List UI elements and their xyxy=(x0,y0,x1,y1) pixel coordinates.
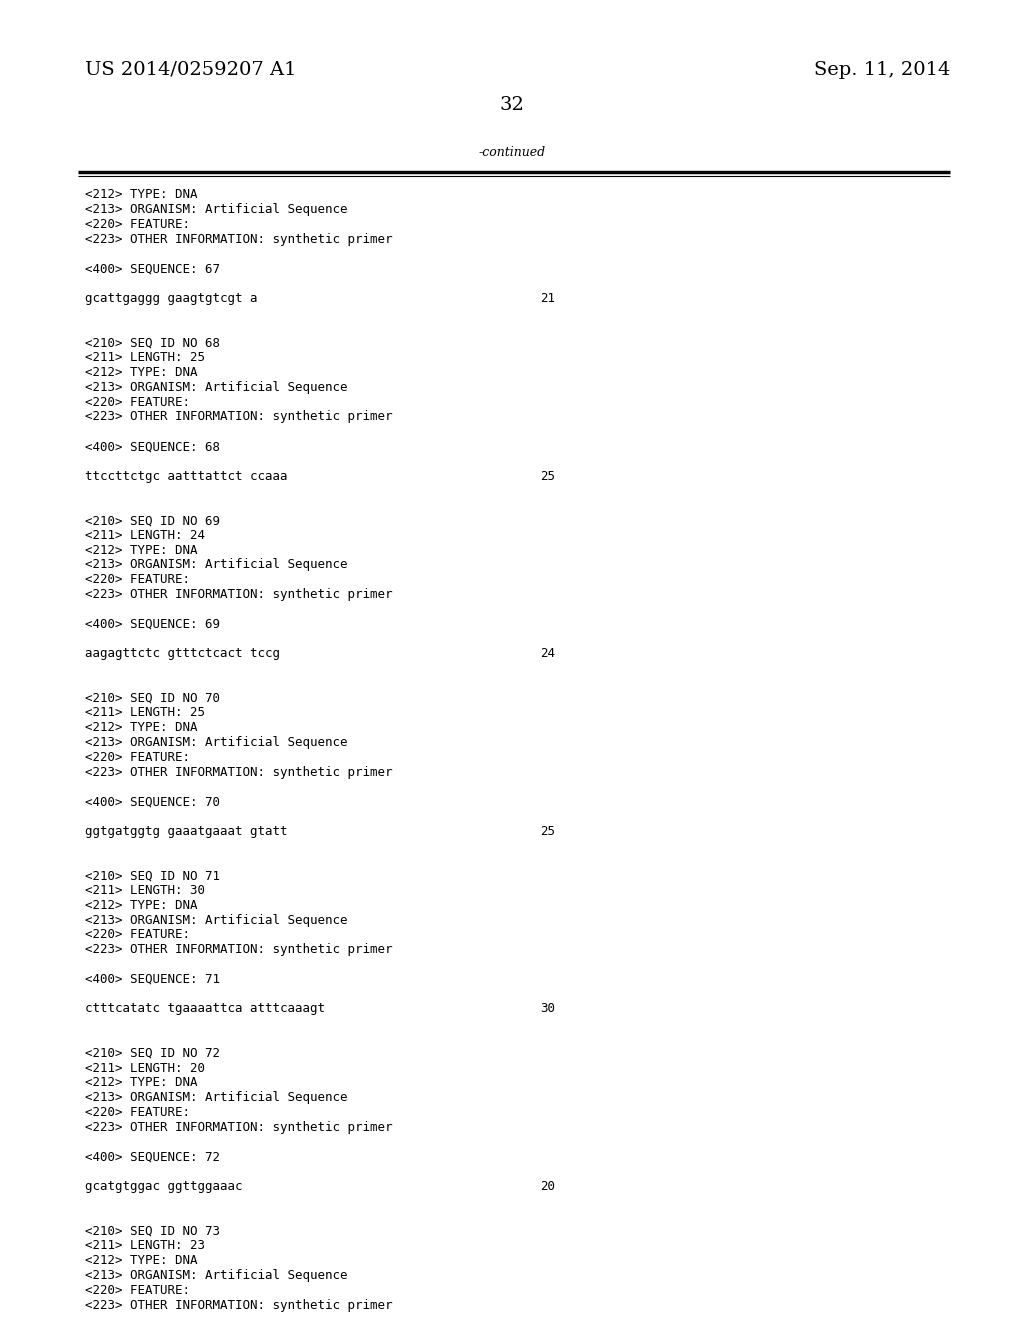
Text: <400> SEQUENCE: 70: <400> SEQUENCE: 70 xyxy=(85,795,220,808)
Text: ctttcatatc tgaaaattca atttcaaagt: ctttcatatc tgaaaattca atttcaaagt xyxy=(85,1002,325,1015)
Text: <223> OTHER INFORMATION: synthetic primer: <223> OTHER INFORMATION: synthetic prime… xyxy=(85,589,392,601)
Text: 32: 32 xyxy=(500,96,524,114)
Text: <213> ORGANISM: Artificial Sequence: <213> ORGANISM: Artificial Sequence xyxy=(85,1092,347,1105)
Text: <212> TYPE: DNA: <212> TYPE: DNA xyxy=(85,544,198,557)
Text: 25: 25 xyxy=(540,470,555,483)
Text: <400> SEQUENCE: 71: <400> SEQUENCE: 71 xyxy=(85,973,220,986)
Text: <210> SEQ ID NO 70: <210> SEQ ID NO 70 xyxy=(85,692,220,705)
Text: <210> SEQ ID NO 72: <210> SEQ ID NO 72 xyxy=(85,1047,220,1060)
Text: <220> FEATURE:: <220> FEATURE: xyxy=(85,1283,190,1296)
Text: Sep. 11, 2014: Sep. 11, 2014 xyxy=(814,61,950,79)
Text: <211> LENGTH: 25: <211> LENGTH: 25 xyxy=(85,351,205,364)
Text: <213> ORGANISM: Artificial Sequence: <213> ORGANISM: Artificial Sequence xyxy=(85,203,347,216)
Text: <210> SEQ ID NO 73: <210> SEQ ID NO 73 xyxy=(85,1225,220,1238)
Text: <400> SEQUENCE: 67: <400> SEQUENCE: 67 xyxy=(85,263,220,276)
Text: 20: 20 xyxy=(540,1180,555,1193)
Text: <212> TYPE: DNA: <212> TYPE: DNA xyxy=(85,1254,198,1267)
Text: <223> OTHER INFORMATION: synthetic primer: <223> OTHER INFORMATION: synthetic prime… xyxy=(85,1121,392,1134)
Text: <213> ORGANISM: Artificial Sequence: <213> ORGANISM: Artificial Sequence xyxy=(85,737,347,750)
Text: US 2014/0259207 A1: US 2014/0259207 A1 xyxy=(85,61,297,79)
Text: 21: 21 xyxy=(540,292,555,305)
Text: <212> TYPE: DNA: <212> TYPE: DNA xyxy=(85,1077,198,1089)
Text: <223> OTHER INFORMATION: synthetic primer: <223> OTHER INFORMATION: synthetic prime… xyxy=(85,232,392,246)
Text: <223> OTHER INFORMATION: synthetic primer: <223> OTHER INFORMATION: synthetic prime… xyxy=(85,944,392,956)
Text: <220> FEATURE:: <220> FEATURE: xyxy=(85,218,190,231)
Text: <212> TYPE: DNA: <212> TYPE: DNA xyxy=(85,189,198,202)
Text: <220> FEATURE:: <220> FEATURE: xyxy=(85,573,190,586)
Text: <220> FEATURE:: <220> FEATURE: xyxy=(85,751,190,764)
Text: <400> SEQUENCE: 68: <400> SEQUENCE: 68 xyxy=(85,440,220,453)
Text: <400> SEQUENCE: 69: <400> SEQUENCE: 69 xyxy=(85,618,220,631)
Text: <211> LENGTH: 25: <211> LENGTH: 25 xyxy=(85,706,205,719)
Text: <213> ORGANISM: Artificial Sequence: <213> ORGANISM: Artificial Sequence xyxy=(85,1269,347,1282)
Text: 24: 24 xyxy=(540,647,555,660)
Text: <211> LENGTH: 20: <211> LENGTH: 20 xyxy=(85,1061,205,1074)
Text: 30: 30 xyxy=(540,1002,555,1015)
Text: -continued: -continued xyxy=(478,145,546,158)
Text: <211> LENGTH: 30: <211> LENGTH: 30 xyxy=(85,884,205,898)
Text: <213> ORGANISM: Artificial Sequence: <213> ORGANISM: Artificial Sequence xyxy=(85,381,347,393)
Text: <212> TYPE: DNA: <212> TYPE: DNA xyxy=(85,899,198,912)
Text: <213> ORGANISM: Artificial Sequence: <213> ORGANISM: Artificial Sequence xyxy=(85,558,347,572)
Text: <210> SEQ ID NO 71: <210> SEQ ID NO 71 xyxy=(85,870,220,882)
Text: <210> SEQ ID NO 68: <210> SEQ ID NO 68 xyxy=(85,337,220,350)
Text: <223> OTHER INFORMATION: synthetic primer: <223> OTHER INFORMATION: synthetic prime… xyxy=(85,411,392,424)
Text: gcattgaggg gaagtgtcgt a: gcattgaggg gaagtgtcgt a xyxy=(85,292,257,305)
Text: ttccttctgc aatttattct ccaaa: ttccttctgc aatttattct ccaaa xyxy=(85,470,288,483)
Text: <220> FEATURE:: <220> FEATURE: xyxy=(85,928,190,941)
Text: aagagttctc gtttctcact tccg: aagagttctc gtttctcact tccg xyxy=(85,647,280,660)
Text: <223> OTHER INFORMATION: synthetic primer: <223> OTHER INFORMATION: synthetic prime… xyxy=(85,1299,392,1312)
Text: <400> SEQUENCE: 72: <400> SEQUENCE: 72 xyxy=(85,1151,220,1163)
Text: <210> SEQ ID NO 69: <210> SEQ ID NO 69 xyxy=(85,513,220,527)
Text: <211> LENGTH: 23: <211> LENGTH: 23 xyxy=(85,1239,205,1253)
Text: <212> TYPE: DNA: <212> TYPE: DNA xyxy=(85,721,198,734)
Text: <211> LENGTH: 24: <211> LENGTH: 24 xyxy=(85,529,205,543)
Text: ggtgatggtg gaaatgaaat gtatt: ggtgatggtg gaaatgaaat gtatt xyxy=(85,825,288,838)
Text: gcatgtggac ggttggaaac: gcatgtggac ggttggaaac xyxy=(85,1180,243,1193)
Text: 25: 25 xyxy=(540,825,555,838)
Text: <212> TYPE: DNA: <212> TYPE: DNA xyxy=(85,366,198,379)
Text: <213> ORGANISM: Artificial Sequence: <213> ORGANISM: Artificial Sequence xyxy=(85,913,347,927)
Text: <220> FEATURE:: <220> FEATURE: xyxy=(85,396,190,409)
Text: <223> OTHER INFORMATION: synthetic primer: <223> OTHER INFORMATION: synthetic prime… xyxy=(85,766,392,779)
Text: <220> FEATURE:: <220> FEATURE: xyxy=(85,1106,190,1119)
